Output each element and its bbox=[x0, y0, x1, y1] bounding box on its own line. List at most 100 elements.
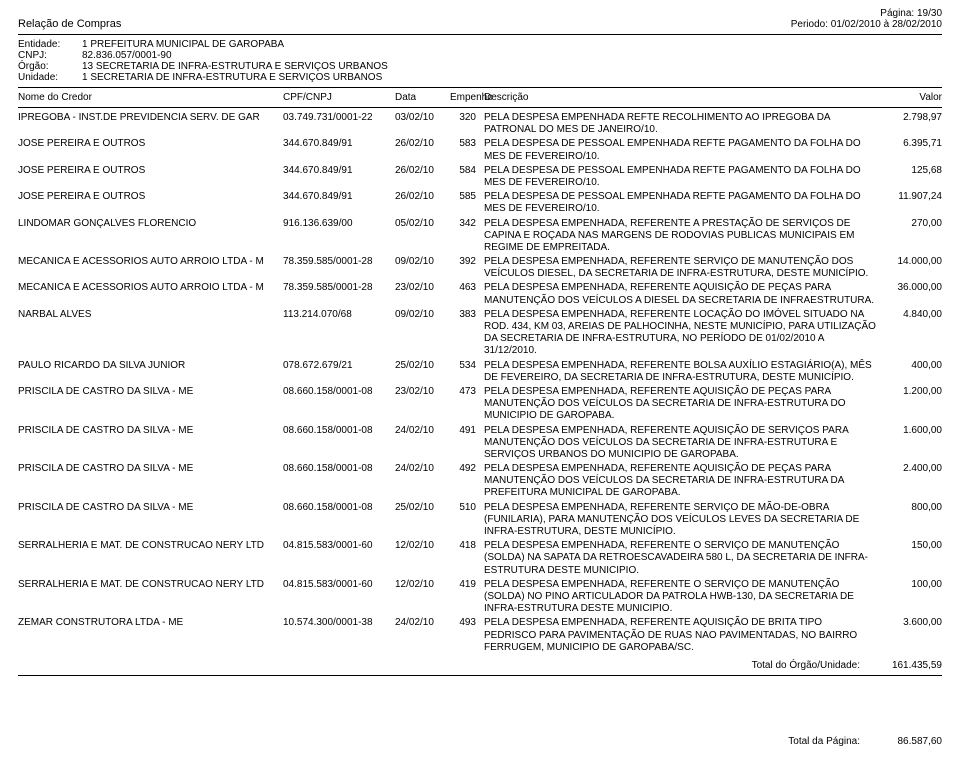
cell-data: 24/02/10 bbox=[395, 617, 450, 629]
cell-credor: JOSE PEREIRA E OUTROS bbox=[18, 191, 283, 203]
cell-descricao: PELA DESPESA DE PESSOAL EMPENHADA REFTE … bbox=[480, 191, 882, 215]
cell-descricao: PELA DESPESA EMPENHADA, REFERENTE AQUISI… bbox=[480, 617, 882, 654]
cell-valor: 14.000,00 bbox=[882, 256, 942, 268]
th-valor: Valor bbox=[882, 92, 942, 103]
rule-mid-1 bbox=[18, 87, 942, 88]
cell-valor: 1.200,00 bbox=[882, 386, 942, 398]
table-row: SERRALHERIA E MAT. DE CONSTRUCAO NERY LT… bbox=[18, 579, 942, 616]
cell-empenho: 534 bbox=[450, 360, 480, 372]
cell-valor: 270,00 bbox=[882, 218, 942, 230]
cell-valor: 2.798,97 bbox=[882, 112, 942, 124]
cell-descricao: PELA DESPESA EMPENHADA, REFERENTE O SERV… bbox=[480, 579, 882, 616]
rule-bottom bbox=[18, 675, 942, 676]
cell-valor: 4.840,00 bbox=[882, 309, 942, 321]
label-cnpj: CNPJ: bbox=[18, 50, 82, 61]
value-unidade: 1 SECRETARIA DE INFRA-ESTRUTURA E SERVIÇ… bbox=[82, 72, 382, 83]
value-entidade: 1 PREFEITURA MUNICIPAL DE GAROPABA bbox=[82, 39, 284, 50]
cell-data: 25/02/10 bbox=[395, 502, 450, 514]
cell-descricao: PELA DESPESA EMPENHADA, REFERENTE SERVIÇ… bbox=[480, 502, 882, 539]
cell-credor: IPREGOBA - INST.DE PREVIDENCIA SERV. DE … bbox=[18, 112, 283, 124]
cell-cpf: 08.660.158/0001-08 bbox=[283, 463, 395, 475]
cell-data: 23/02/10 bbox=[395, 386, 450, 398]
page-header: Relação de Compras Página: 19/30 Periodo… bbox=[18, 8, 942, 30]
cell-credor: MECANICA E ACESSORIOS AUTO ARROIO LTDA -… bbox=[18, 256, 283, 268]
table-row: PAULO RICARDO DA SILVA JUNIOR078.672.679… bbox=[18, 360, 942, 384]
meta-row-orgao: Órgão: 13 SECRETARIA DE INFRA-ESTRUTURA … bbox=[18, 61, 942, 72]
rule-mid-2 bbox=[18, 107, 942, 108]
value-cnpj: 82.836.057/0001-90 bbox=[82, 50, 172, 61]
cell-credor: SERRALHERIA E MAT. DE CONSTRUCAO NERY LT… bbox=[18, 540, 283, 552]
cell-valor: 2.400,00 bbox=[882, 463, 942, 475]
table-row: MECANICA E ACESSORIOS AUTO ARROIO LTDA -… bbox=[18, 282, 942, 306]
cell-cpf: 08.660.158/0001-08 bbox=[283, 502, 395, 514]
cell-cpf: 078.672.679/21 bbox=[283, 360, 395, 372]
cell-credor: PAULO RICARDO DA SILVA JUNIOR bbox=[18, 360, 283, 372]
cell-cpf: 10.574.300/0001-38 bbox=[283, 617, 395, 629]
cell-cpf: 08.660.158/0001-08 bbox=[283, 386, 395, 398]
cell-data: 12/02/10 bbox=[395, 579, 450, 591]
cell-credor: PRISCILA DE CASTRO DA SILVA - ME bbox=[18, 463, 283, 475]
cell-data: 24/02/10 bbox=[395, 463, 450, 475]
cell-valor: 36.000,00 bbox=[882, 282, 942, 294]
cell-cpf: 03.749.731/0001-22 bbox=[283, 112, 395, 124]
cell-empenho: 463 bbox=[450, 282, 480, 294]
cell-empenho: 418 bbox=[450, 540, 480, 552]
cell-data: 26/02/10 bbox=[395, 138, 450, 150]
cell-valor: 400,00 bbox=[882, 360, 942, 372]
cell-empenho: 493 bbox=[450, 617, 480, 629]
cell-descricao: PELA DESPESA EMPENHADA, REFERENTE SERVIÇ… bbox=[480, 256, 882, 280]
table-row: LINDOMAR GONÇALVES FLORENCIO916.136.639/… bbox=[18, 218, 942, 255]
cell-data: 26/02/10 bbox=[395, 191, 450, 203]
th-data: Data bbox=[395, 92, 450, 103]
cell-empenho: 492 bbox=[450, 463, 480, 475]
table-row: JOSE PEREIRA E OUTROS344.670.849/9126/02… bbox=[18, 191, 942, 215]
cell-data: 05/02/10 bbox=[395, 218, 450, 230]
table-body: IPREGOBA - INST.DE PREVIDENCIA SERV. DE … bbox=[18, 112, 942, 654]
meta-row-entidade: Entidade: 1 PREFEITURA MUNICIPAL DE GARO… bbox=[18, 39, 942, 50]
cell-descricao: PELA DESPESA DE PESSOAL EMPENHADA REFTE … bbox=[480, 165, 882, 189]
cell-valor: 100,00 bbox=[882, 579, 942, 591]
cell-descricao: PELA DESPESA EMPENHADA, REFERENTE AQUISI… bbox=[480, 386, 882, 423]
cell-valor: 150,00 bbox=[882, 540, 942, 552]
cell-credor: MECANICA E ACESSORIOS AUTO ARROIO LTDA -… bbox=[18, 282, 283, 294]
table-row: JOSE PEREIRA E OUTROS344.670.849/9126/02… bbox=[18, 138, 942, 162]
cell-empenho: 342 bbox=[450, 218, 480, 230]
cell-descricao: PELA DESPESA EMPENHADA REFTE RECOLHIMENT… bbox=[480, 112, 882, 136]
cell-cpf: 04.815.583/0001-60 bbox=[283, 579, 395, 591]
cell-data: 09/02/10 bbox=[395, 256, 450, 268]
cell-empenho: 383 bbox=[450, 309, 480, 321]
rule-top bbox=[18, 34, 942, 35]
page-meta: Página: 19/30 Periodo: 01/02/2010 à 28/0… bbox=[791, 8, 942, 30]
th-credor: Nome do Credor bbox=[18, 92, 283, 103]
cell-descricao: PELA DESPESA EMPENHADA, REFERENTE LOCAÇÃ… bbox=[480, 309, 882, 358]
table-row: JOSE PEREIRA E OUTROS344.670.849/9126/02… bbox=[18, 165, 942, 189]
cell-credor: PRISCILA DE CASTRO DA SILVA - ME bbox=[18, 386, 283, 398]
table-row: ZEMAR CONSTRUTORA LTDA - ME10.574.300/00… bbox=[18, 617, 942, 654]
cell-descricao: PELA DESPESA EMPENHADA, REFERENTE AQUISI… bbox=[480, 463, 882, 500]
cell-empenho: 585 bbox=[450, 191, 480, 203]
cell-empenho: 419 bbox=[450, 579, 480, 591]
cell-valor: 800,00 bbox=[882, 502, 942, 514]
table-row: PRISCILA DE CASTRO DA SILVA - ME08.660.1… bbox=[18, 502, 942, 539]
cell-descricao: PELA DESPESA EMPENHADA, REFERENTE A PRES… bbox=[480, 218, 882, 255]
cell-descricao: PELA DESPESA EMPENHADA, REFERENTE AQUISI… bbox=[480, 282, 882, 306]
table-row: PRISCILA DE CASTRO DA SILVA - ME08.660.1… bbox=[18, 386, 942, 423]
cell-cpf: 916.136.639/00 bbox=[283, 218, 395, 230]
cell-cpf: 78.359.585/0001-28 bbox=[283, 282, 395, 294]
cell-empenho: 320 bbox=[450, 112, 480, 124]
cell-valor: 3.600,00 bbox=[882, 617, 942, 629]
cell-credor: PRISCILA DE CASTRO DA SILVA - ME bbox=[18, 425, 283, 437]
table-row: MECANICA E ACESSORIOS AUTO ARROIO LTDA -… bbox=[18, 256, 942, 280]
total-orgao-unidade: Total do Órgão/Unidade: 161.435,59 bbox=[18, 660, 942, 671]
table-row: NARBAL ALVES113.214.070/6809/02/10383PEL… bbox=[18, 309, 942, 358]
entity-block: Entidade: 1 PREFEITURA MUNICIPAL DE GARO… bbox=[18, 39, 942, 83]
period: Periodo: 01/02/2010 à 28/02/2010 bbox=[791, 19, 942, 30]
cell-data: 03/02/10 bbox=[395, 112, 450, 124]
th-empenho: Empenho bbox=[450, 92, 480, 103]
label-entidade: Entidade: bbox=[18, 39, 82, 50]
cell-data: 09/02/10 bbox=[395, 309, 450, 321]
table-row: IPREGOBA - INST.DE PREVIDENCIA SERV. DE … bbox=[18, 112, 942, 136]
cell-data: 26/02/10 bbox=[395, 165, 450, 177]
total-pagina-value: 86.587,60 bbox=[872, 736, 942, 747]
table-row: PRISCILA DE CASTRO DA SILVA - ME08.660.1… bbox=[18, 463, 942, 500]
